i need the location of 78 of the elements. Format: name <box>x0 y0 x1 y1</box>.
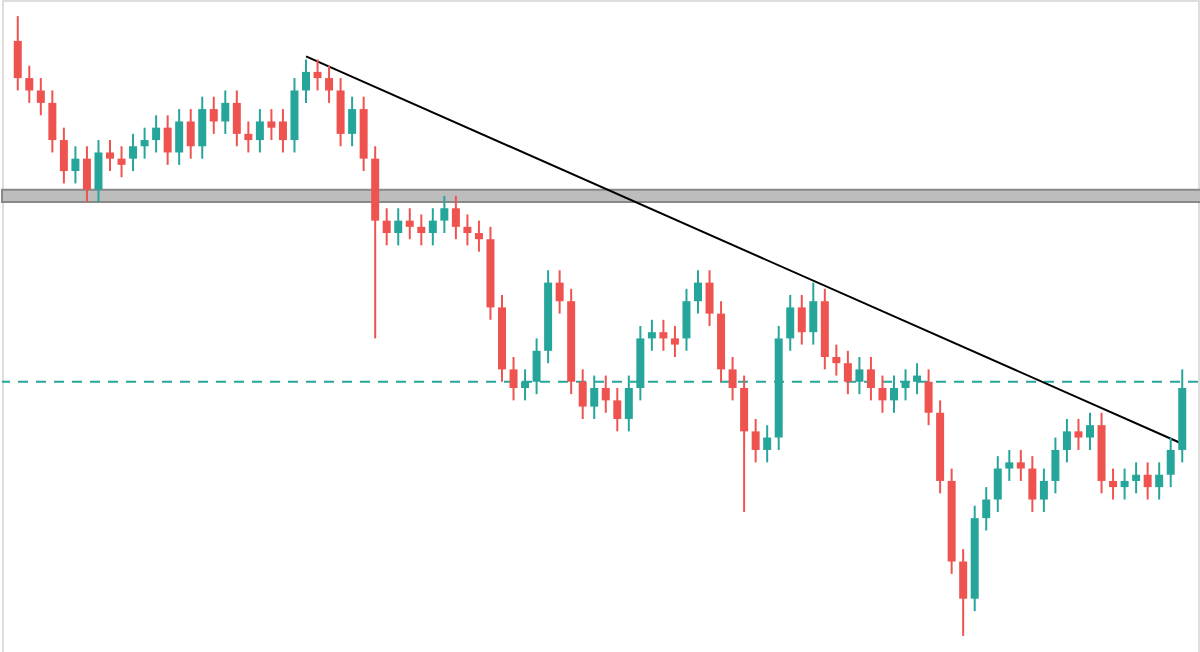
candlestick <box>1120 467 1129 501</box>
candlestick <box>1028 455 1037 513</box>
candlestick <box>25 64 34 104</box>
candlestick <box>13 15 22 92</box>
candlestick <box>325 64 334 104</box>
candlestick <box>578 368 587 420</box>
candlestick <box>1074 417 1083 451</box>
candlestick <box>82 145 91 204</box>
candlestick <box>336 77 345 148</box>
candlestick <box>924 368 933 427</box>
candlestick <box>186 108 195 160</box>
candlestick <box>428 207 437 247</box>
candlestick <box>48 89 57 154</box>
candlestick <box>705 269 714 327</box>
candlestick <box>198 95 207 160</box>
candlestick <box>832 343 841 377</box>
candlestick <box>244 120 253 154</box>
candlestick <box>1086 411 1094 451</box>
candlestick <box>463 213 472 247</box>
candlestick <box>694 269 702 315</box>
candlestick <box>255 108 264 154</box>
candlestick <box>267 108 276 142</box>
candlestick <box>36 77 45 117</box>
candlestick <box>1051 436 1060 495</box>
candlestick <box>763 424 772 464</box>
candlestick <box>302 58 310 104</box>
candlestick <box>71 145 80 185</box>
candlestick <box>417 213 426 247</box>
candlestick <box>786 294 795 352</box>
candlestick <box>1143 461 1152 501</box>
candlestick <box>394 207 403 247</box>
candlestick <box>474 219 483 253</box>
candlestick <box>232 89 241 148</box>
candlestick <box>1005 448 1014 482</box>
candlestick <box>382 207 391 247</box>
candlestick <box>140 126 149 160</box>
candlestick <box>405 207 414 241</box>
candlestick <box>797 294 806 346</box>
candlestick <box>1166 436 1175 489</box>
candlestick <box>106 139 114 173</box>
candlestick <box>451 194 460 241</box>
candlestick <box>740 374 749 513</box>
candlestick <box>878 374 887 414</box>
candlestick <box>129 132 138 173</box>
candlestick <box>117 145 126 179</box>
candlestick <box>278 108 287 154</box>
candlestick <box>440 194 449 235</box>
candlestick <box>221 89 230 135</box>
candlestick <box>647 318 656 352</box>
candlestick <box>555 269 564 315</box>
candlestick <box>94 139 103 204</box>
candlestick <box>1016 448 1025 482</box>
candlestick <box>1109 467 1118 501</box>
candlestick <box>982 486 991 532</box>
candlestick <box>809 281 818 346</box>
candlestick <box>59 126 68 185</box>
candlestick <box>509 355 518 402</box>
candlestick <box>751 417 760 464</box>
candlestick <box>659 318 668 352</box>
candlestick <box>175 108 184 166</box>
candlestick <box>152 114 161 154</box>
candlestick <box>1062 417 1071 464</box>
candlestick <box>993 455 1002 513</box>
candlestick <box>209 95 218 135</box>
candlestick <box>1039 467 1048 513</box>
candlestick <box>348 95 357 148</box>
candlestick <box>866 355 875 402</box>
candlestick <box>163 114 172 166</box>
candlestick <box>613 386 622 433</box>
candlestick <box>1132 461 1141 495</box>
candlestick <box>843 349 852 396</box>
candlestick <box>959 548 968 637</box>
candlestick <box>728 355 737 402</box>
candlestick <box>1155 461 1164 501</box>
candlestick <box>682 287 691 352</box>
candlestick <box>313 58 322 92</box>
candlestick <box>670 325 679 358</box>
candlestick <box>601 374 610 414</box>
